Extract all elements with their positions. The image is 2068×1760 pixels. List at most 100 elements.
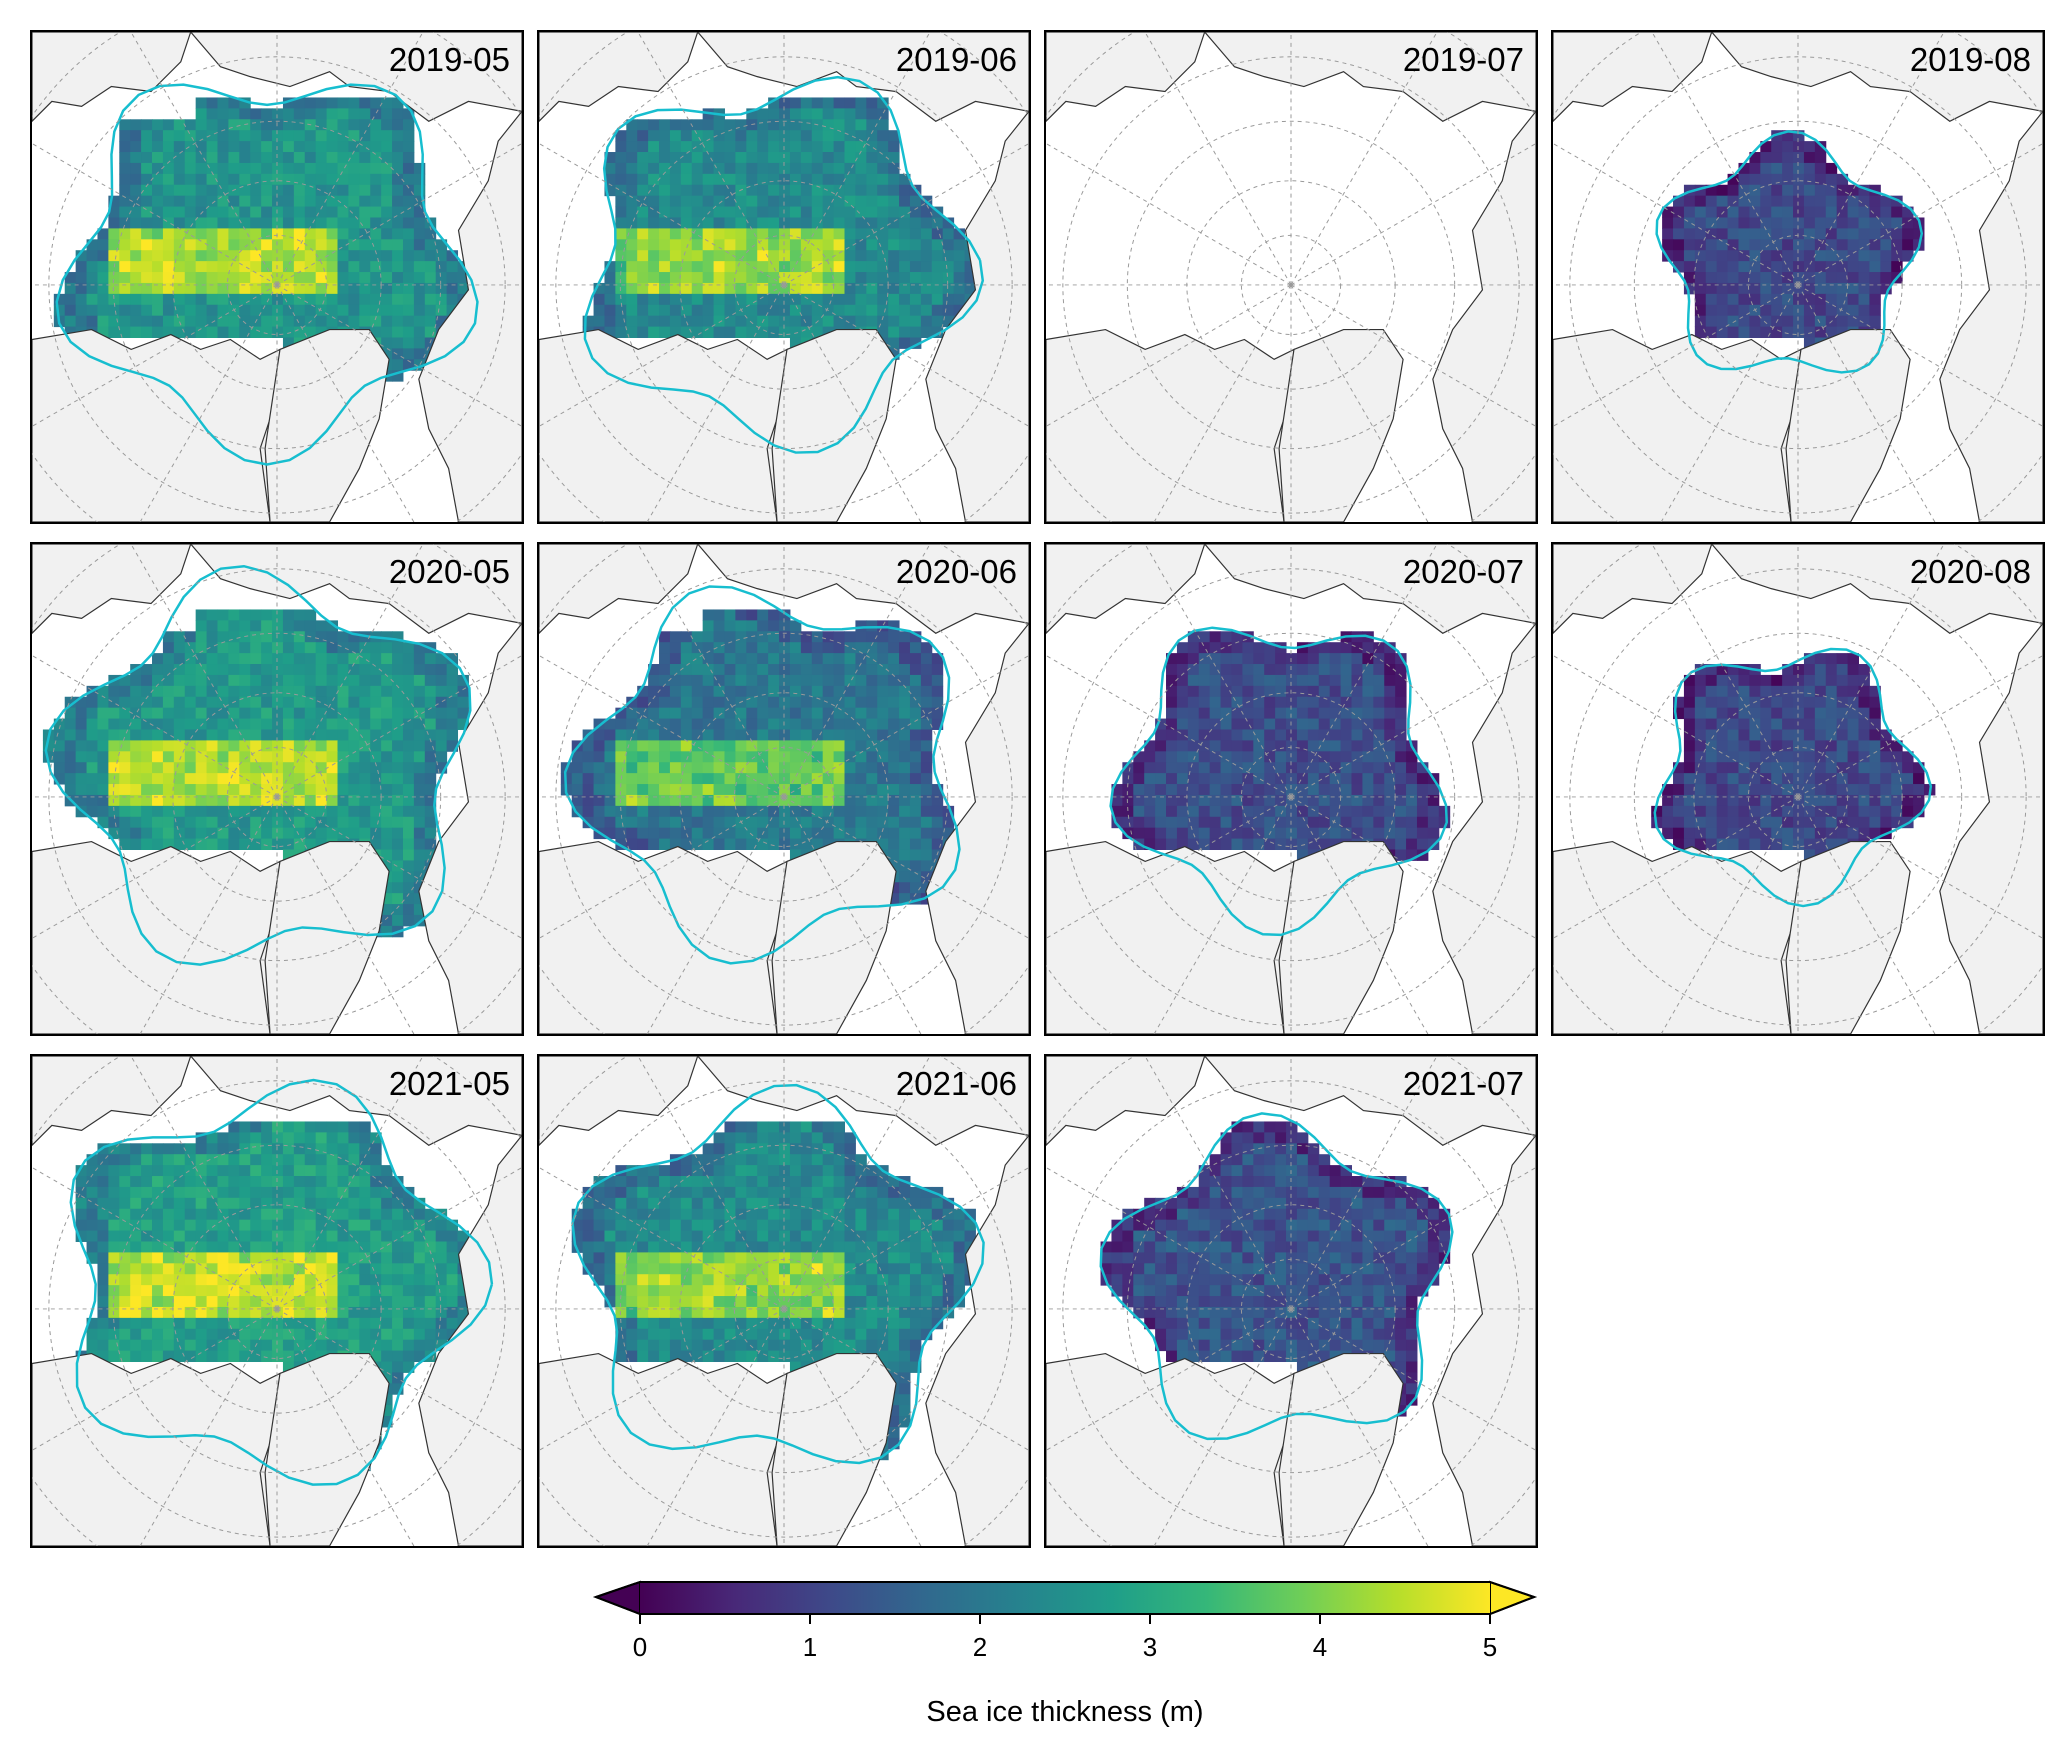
colorbar-tick-label: 3 — [1142, 1632, 1158, 1662]
graticule — [539, 32, 1029, 522]
colorbar-tick-label: 2 — [972, 1632, 988, 1662]
land-area — [32, 544, 192, 635]
land-area — [1278, 1352, 1404, 1546]
land-area — [1046, 328, 1295, 522]
land-area — [925, 110, 1029, 522]
ice-edge-contour — [571, 1083, 985, 1465]
land-area — [189, 32, 522, 122]
land-area — [1278, 840, 1404, 1034]
panel-date-label: 2020-08 — [1909, 553, 2031, 590]
panel-date-label: 2019-08 — [1909, 41, 2031, 78]
land-area — [539, 32, 699, 123]
land-area — [1203, 544, 1536, 634]
land-area — [1710, 544, 2043, 634]
land-area — [32, 840, 281, 1034]
sea-ice-map — [1553, 32, 2043, 522]
land-area — [1939, 110, 2043, 522]
sea-ice-map — [539, 544, 1029, 1034]
land-area — [1432, 1134, 1536, 1546]
land-area — [32, 32, 192, 123]
land-area — [771, 840, 897, 1034]
land-area — [696, 1056, 1029, 1146]
sea-ice-map — [1046, 1056, 1536, 1546]
sea-ice-field — [1100, 1121, 1451, 1428]
panel-date-label: 2021-05 — [388, 1065, 510, 1102]
ice-edge-contour — [563, 585, 961, 965]
land-area — [539, 840, 788, 1034]
panel-date-label: 2019-07 — [1402, 41, 1524, 78]
land-area — [32, 1352, 281, 1546]
land-area — [539, 544, 699, 635]
land-area — [1203, 32, 1536, 122]
land-area — [264, 1352, 390, 1546]
land-area — [189, 544, 522, 634]
land-area — [1046, 1352, 1295, 1546]
land-area — [925, 622, 1029, 1034]
colorbar-tick-label: 0 — [632, 1632, 648, 1662]
graticule — [539, 544, 1029, 1034]
land-area — [925, 1134, 1029, 1546]
sea-ice-map — [1046, 32, 1536, 522]
land-area — [1432, 622, 1536, 1034]
ice-edge-contour — [55, 83, 479, 466]
graticule — [1553, 544, 2043, 1034]
land-area — [1939, 622, 2043, 1034]
map-panel-2021-06: 2021-06 — [537, 1054, 1031, 1548]
land-area — [696, 32, 1029, 122]
land-area — [1553, 840, 1802, 1034]
map-panel-2020-06: 2020-06 — [537, 542, 1031, 1036]
map-panel-2019-07: 2019-07 — [1044, 30, 1538, 524]
land-area — [1432, 110, 1536, 522]
land-area — [539, 1352, 788, 1546]
sea-ice-map — [32, 544, 522, 1034]
colorbar-gradient — [593, 1580, 1537, 1624]
land-area — [1553, 328, 1802, 522]
land-area — [1553, 32, 1713, 123]
map-panel-2020-05: 2020-05 — [30, 542, 524, 1036]
land-area — [1046, 544, 1206, 635]
graticule — [1046, 1056, 1536, 1546]
land-area — [418, 1134, 522, 1546]
ice-edge-contour — [1099, 1112, 1454, 1441]
sea-ice-map — [539, 1056, 1029, 1546]
colorbar-tick-label: 1 — [802, 1632, 818, 1662]
graticule — [32, 544, 522, 1034]
land-area — [1785, 328, 1911, 522]
colorbar-extend-max — [1489, 1580, 1537, 1616]
land-area — [771, 328, 897, 522]
land-area — [539, 328, 788, 522]
land-area — [1203, 1056, 1536, 1146]
land-area — [1553, 544, 1713, 635]
ice-edge-contour — [69, 1078, 494, 1486]
panel-date-label: 2019-06 — [895, 41, 1017, 78]
panel-date-label: 2020-06 — [895, 553, 1017, 590]
land-area — [696, 544, 1029, 634]
sea-ice-map — [32, 32, 522, 522]
colorbar-tick-label: 5 — [1482, 1632, 1498, 1662]
panel-date-label: 2020-05 — [388, 553, 510, 590]
graticule — [1553, 32, 2043, 522]
land-area — [1278, 328, 1404, 522]
land-area — [264, 328, 390, 522]
sea-ice-map — [1553, 544, 2043, 1034]
land-area — [264, 840, 390, 1034]
panel-date-label: 2021-06 — [895, 1065, 1017, 1102]
land-area — [32, 328, 281, 522]
map-panel-2019-08: 2019-08 — [1551, 30, 2045, 524]
map-panel-2019-05: 2019-05 — [30, 30, 524, 524]
map-panel-2019-06: 2019-06 — [537, 30, 1031, 524]
colorbar-extend-min — [593, 1580, 641, 1616]
graticule — [32, 1056, 522, 1546]
map-panel-2020-08: 2020-08 — [1551, 542, 2045, 1036]
map-panel-2020-07: 2020-07 — [1044, 542, 1538, 1036]
ice-edge-contour — [1655, 130, 1924, 374]
map-panel-2021-07: 2021-07 — [1044, 1054, 1538, 1548]
land-area — [1046, 1056, 1206, 1147]
panel-date-label: 2021-07 — [1402, 1065, 1524, 1102]
colorbar-title: Sea ice thickness (m) — [926, 1696, 1204, 1728]
land-area — [1710, 32, 2043, 122]
land-area — [1046, 32, 1206, 123]
sea-ice-field — [582, 97, 976, 459]
land-area — [1046, 840, 1295, 1034]
ice-edge-contour — [583, 75, 985, 454]
